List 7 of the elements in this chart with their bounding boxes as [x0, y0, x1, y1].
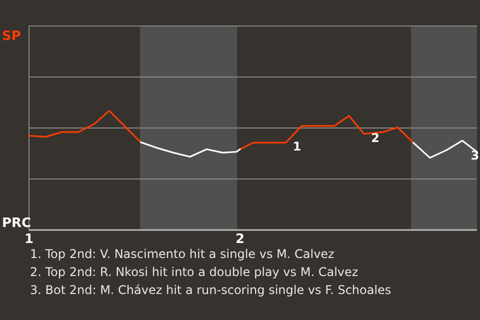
text: SP [2, 29, 21, 44]
annotation: 2 [371, 130, 380, 145]
text: 2. Top 2nd: R. Nkosi hit into a double play vs M. Calvez [30, 265, 358, 279]
text: 1. Top 2nd: V. Nascimento hit a single vs M. Calvez [30, 247, 334, 261]
annotation: 1 [292, 140, 302, 154]
annotation: PRC [2, 216, 32, 231]
text: 3. Bot 2nd: M. Chávez hit a run-scoring single vs F. Schoales [30, 283, 392, 297]
